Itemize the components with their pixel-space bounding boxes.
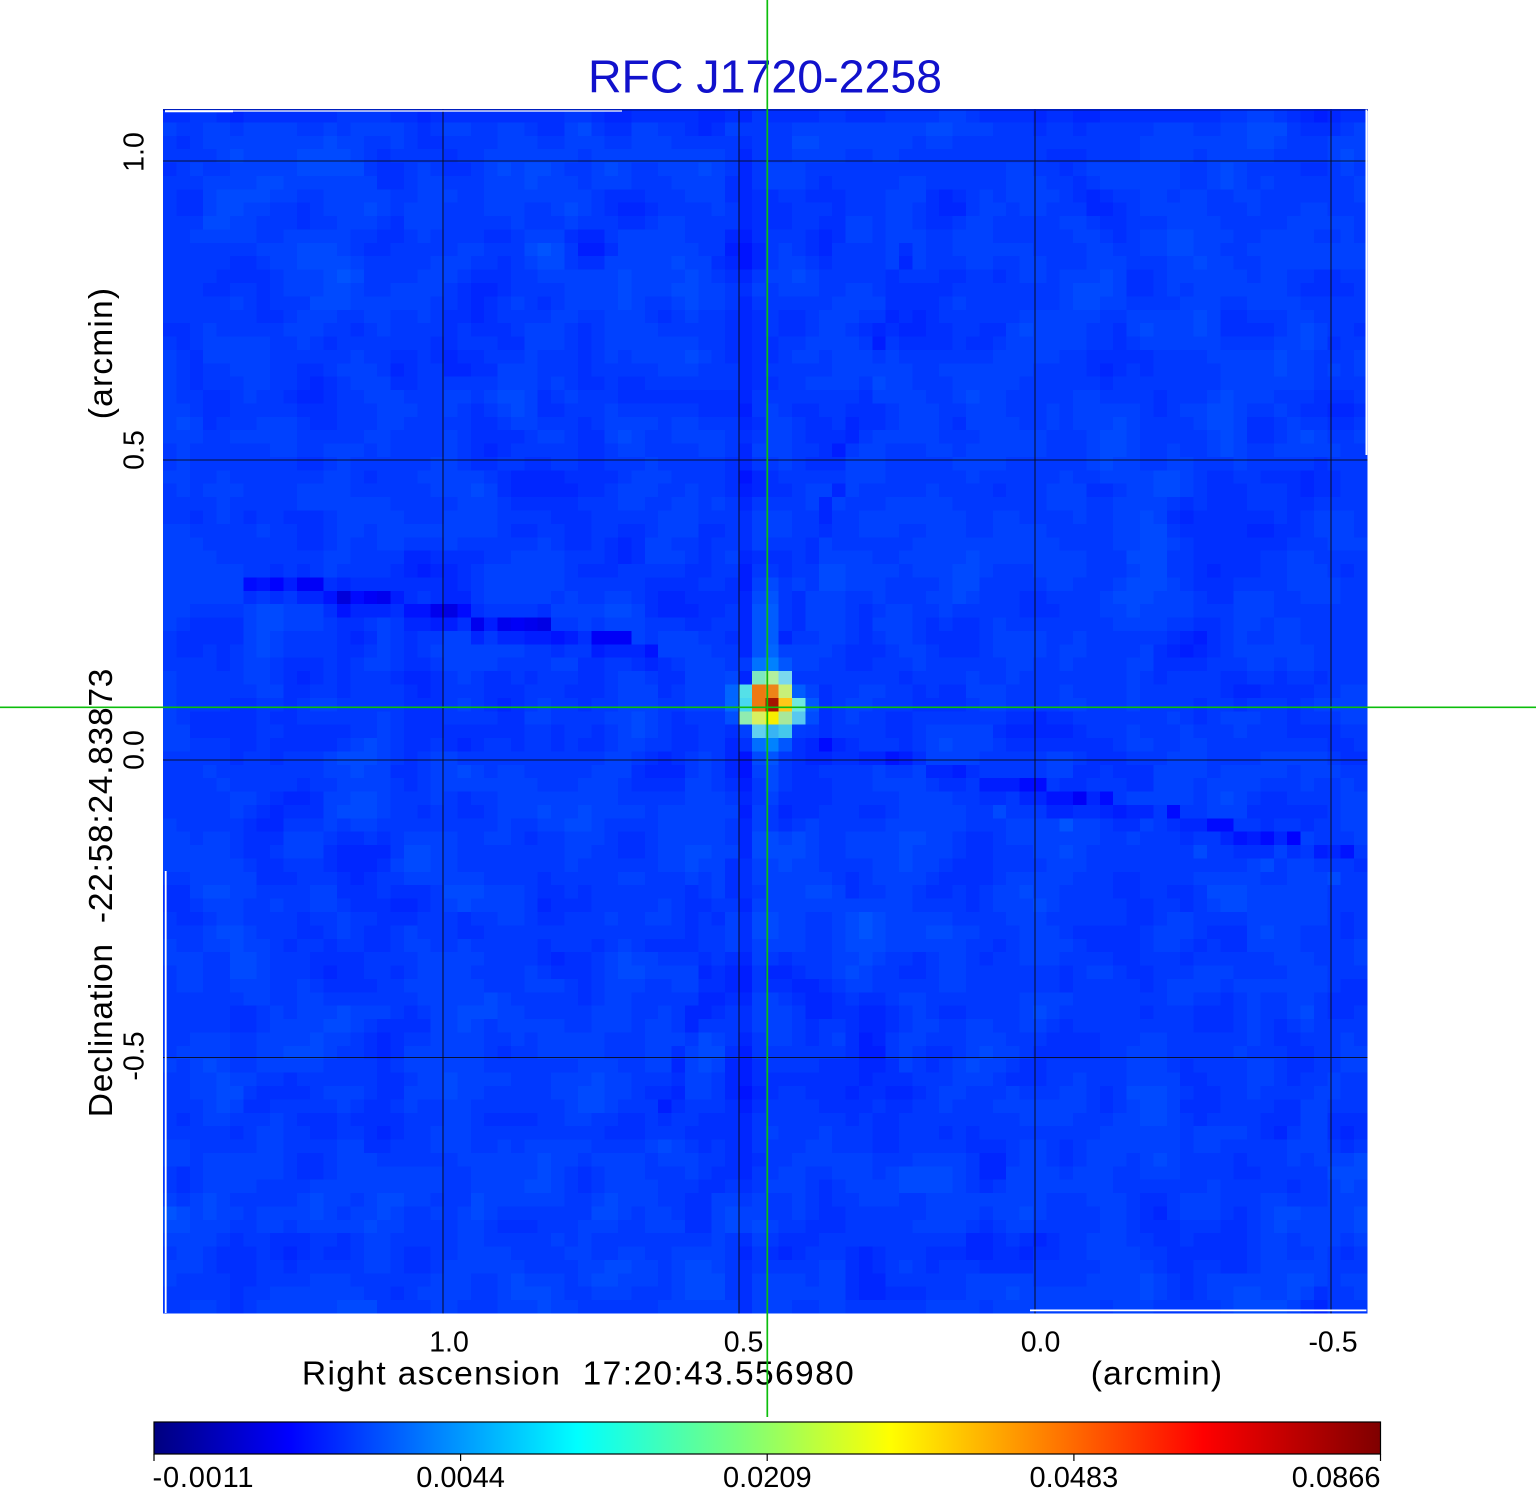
svg-text:0.0866: 0.0866 [1292, 1462, 1381, 1494]
svg-text:0.0483: 0.0483 [1030, 1462, 1119, 1494]
svg-text:0.0209: 0.0209 [723, 1462, 812, 1494]
svg-text:1.0: 1.0 [429, 1327, 469, 1359]
svg-text:Right ascension 17:20:43.5569: Right ascension 17:20:43.556980 [302, 1356, 855, 1393]
svg-text:Declination -22:58:24.83873: Declination -22:58:24.83873 [83, 668, 120, 1117]
svg-text:0.5: 0.5 [724, 1327, 764, 1359]
svg-text:RFC J1720-2258: RFC J1720-2258 [588, 51, 942, 103]
svg-text:1.0: 1.0 [119, 132, 151, 172]
svg-text:0.0044: 0.0044 [416, 1462, 505, 1494]
svg-text:0.0: 0.0 [1021, 1327, 1061, 1359]
svg-text:(arcmin): (arcmin) [83, 287, 120, 419]
svg-text:0.5: 0.5 [119, 430, 151, 470]
svg-text:-0.5: -0.5 [119, 1031, 151, 1080]
svg-text:0.0: 0.0 [119, 730, 151, 770]
svg-text:(arcmin): (arcmin) [1091, 1356, 1223, 1393]
svg-text:-0.5: -0.5 [1308, 1327, 1357, 1359]
svg-text:-0.0011: -0.0011 [153, 1462, 255, 1494]
